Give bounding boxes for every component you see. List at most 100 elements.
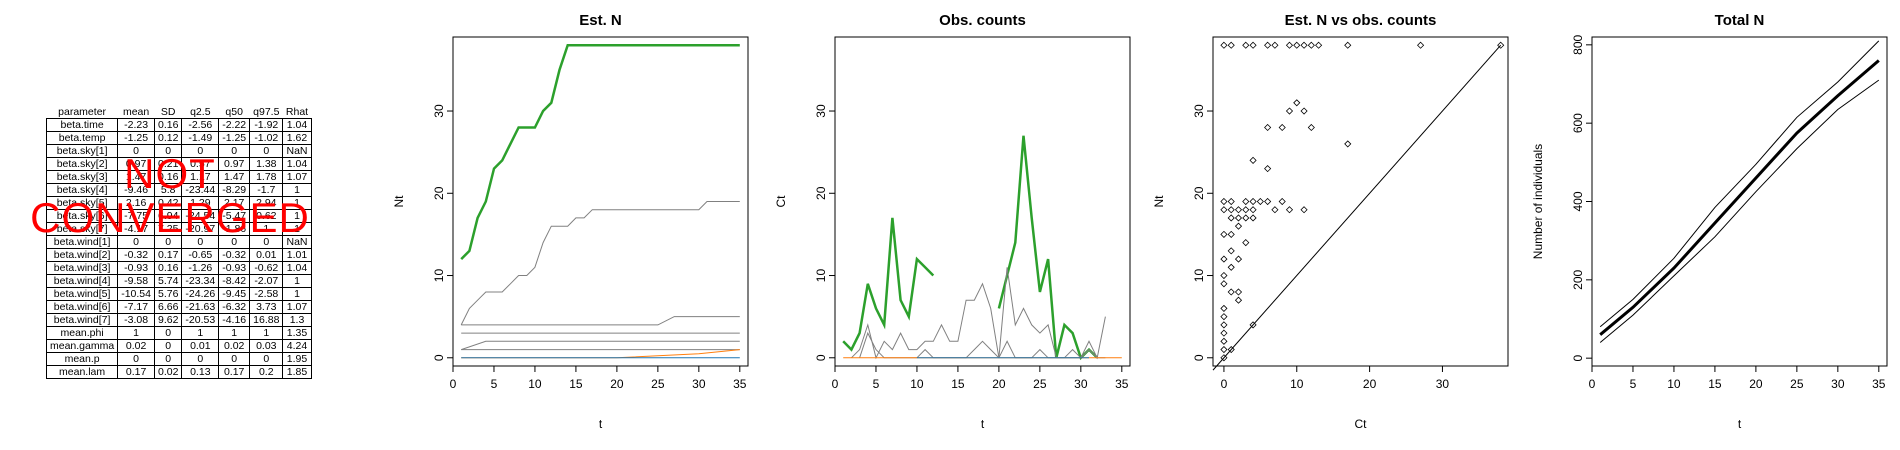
table-row: beta.sky[7] -4.17 7.25 -20.97 -1.86 1 1 xyxy=(45,222,312,236)
x-tick-label: 25 xyxy=(651,377,665,391)
data-point xyxy=(1271,206,1279,214)
parameter-name-cell: beta.wind[7] xyxy=(45,313,119,327)
data-point xyxy=(1307,123,1315,132)
table-row: beta.sky[1] 0 0 0 0 0 NaN xyxy=(45,144,312,158)
value-cell: 0.2 xyxy=(249,365,284,379)
value-cell: 2.94 xyxy=(249,196,284,210)
table-row: beta.sky[3] 1.47 0.16 1.17 1.47 1.78 1.07 xyxy=(45,170,312,184)
data-point xyxy=(1249,41,1257,49)
table-row: beta.wind[7] -3.08 9.62 -20.53 -4.16 16.88 1.3 xyxy=(45,313,312,327)
y-tick-label: 10 xyxy=(432,269,446,283)
data-point xyxy=(1278,123,1286,132)
data-point xyxy=(1227,345,1235,354)
y-tick-label: 10 xyxy=(814,269,828,283)
data-point xyxy=(1285,41,1294,49)
x-tick-label: 20 xyxy=(1363,377,1377,391)
series-line xyxy=(842,217,935,352)
table-row: mean.lam 0.17 0.02 0.13 0.17 0.2 1.85 xyxy=(45,365,312,379)
parameter-name-cell: mean.gamma xyxy=(45,339,119,353)
table-row: beta.wind[3] -0.93 0.16 -1.26 -0.93 -0.62 1.04 xyxy=(45,261,312,275)
value-cell: -7.75 xyxy=(117,209,155,223)
series-line xyxy=(461,316,740,326)
x-tick-label: 10 xyxy=(528,377,542,391)
data-point xyxy=(1264,123,1272,132)
x-axis-label: t xyxy=(599,417,603,431)
series-line xyxy=(851,267,1106,360)
data-point xyxy=(1227,247,1235,255)
data-point xyxy=(1234,222,1243,230)
data-point xyxy=(1220,313,1228,321)
data-point xyxy=(1344,140,1352,148)
parameter-name-cell: beta.wind[4] xyxy=(45,274,119,288)
x-tick-label: 35 xyxy=(1115,377,1129,391)
parameter-name-cell: mean.phi xyxy=(45,326,119,340)
value-cell: -24.26 xyxy=(181,287,220,301)
posterior-summary-table: parameter mean SD q2.5 q50 q97.5 Rhat beta.tim… xyxy=(45,105,312,379)
data-point xyxy=(1242,197,1250,206)
parameter-name-cell: beta.wind[2] xyxy=(45,248,119,262)
table-row: beta.sky[2] 0.97 0.21 0.57 0.97 1.38 1.04 xyxy=(45,157,312,171)
data-point xyxy=(1249,321,1257,329)
y-axis-label: Ct xyxy=(774,195,788,208)
data-point xyxy=(1278,197,1286,206)
y-tick-label: 30 xyxy=(814,104,828,118)
y-tick-label: 20 xyxy=(1192,186,1206,200)
data-point xyxy=(1220,304,1228,312)
value-cell: 0.02 xyxy=(117,339,155,353)
parameter-name-cell: beta.sky[7] xyxy=(45,222,119,236)
column-header: mean xyxy=(122,105,150,118)
column-header: parameter xyxy=(58,105,107,118)
data-point xyxy=(1264,165,1272,173)
column-header: q97.5 xyxy=(253,105,280,118)
data-point xyxy=(1249,156,1257,164)
series-line xyxy=(460,43,740,260)
column-header: SD xyxy=(160,105,176,118)
identity-line xyxy=(1212,44,1502,371)
value-cell: -0.32 xyxy=(117,248,155,262)
plot-frame xyxy=(452,36,749,367)
column-header: Rhat xyxy=(285,105,309,118)
chart-0: Est. N 0 5 10 15 20 25 30 35 0 10 20 30 t Nt xyxy=(392,12,749,431)
x-axis-label: Ct xyxy=(1355,417,1368,431)
data-point xyxy=(1285,206,1294,214)
y-tick-label: 20 xyxy=(814,186,828,200)
value-cell: 0.03 xyxy=(249,339,284,353)
series-line xyxy=(1599,59,1880,336)
data-point xyxy=(1234,296,1243,304)
chart-title: Est. N xyxy=(579,12,622,29)
data-point xyxy=(1220,345,1228,354)
data-point xyxy=(1293,99,1301,107)
data-point xyxy=(1234,214,1243,222)
x-tick-label: 20 xyxy=(1749,377,1763,391)
x-tick-label: 20 xyxy=(992,377,1006,391)
data-point xyxy=(1300,107,1308,115)
value-cell: 9.62 xyxy=(153,313,183,327)
data-point xyxy=(1220,197,1228,206)
x-tick-label: 30 xyxy=(1831,377,1845,391)
chart-title: Obs. counts xyxy=(939,12,1026,29)
column-header: q50 xyxy=(225,105,243,118)
value-cell: 16.88 xyxy=(249,313,284,327)
data-point xyxy=(1227,214,1235,222)
chart-1: Obs. counts 0 5 10 15 20 25 30 35 0 10 20 30 t Ct xyxy=(774,12,1131,431)
data-point xyxy=(1249,214,1257,222)
x-axis-label: t xyxy=(1738,417,1742,431)
data-point xyxy=(1220,255,1228,263)
data-point xyxy=(1227,263,1235,271)
data-point xyxy=(1242,214,1250,222)
value-cell: 1.85 xyxy=(282,365,312,379)
x-tick-label: 15 xyxy=(951,377,965,391)
x-tick-label: 30 xyxy=(1436,377,1450,391)
y-tick-label: 20 xyxy=(432,186,446,200)
x-tick-label: 0 xyxy=(1221,377,1228,391)
plot-frame xyxy=(834,36,1131,367)
data-point xyxy=(1242,239,1250,247)
value-cell: -0.65 xyxy=(181,248,220,262)
y-tick-label: 10 xyxy=(1192,269,1206,283)
value-cell: -4.16 xyxy=(218,313,251,327)
x-axis-label: t xyxy=(981,417,985,431)
x-tick-label: 10 xyxy=(910,377,924,391)
y-tick-label: 0 xyxy=(1571,355,1585,362)
value-cell: 0.17 xyxy=(117,365,155,379)
value-cell: 6.94 xyxy=(153,209,183,223)
